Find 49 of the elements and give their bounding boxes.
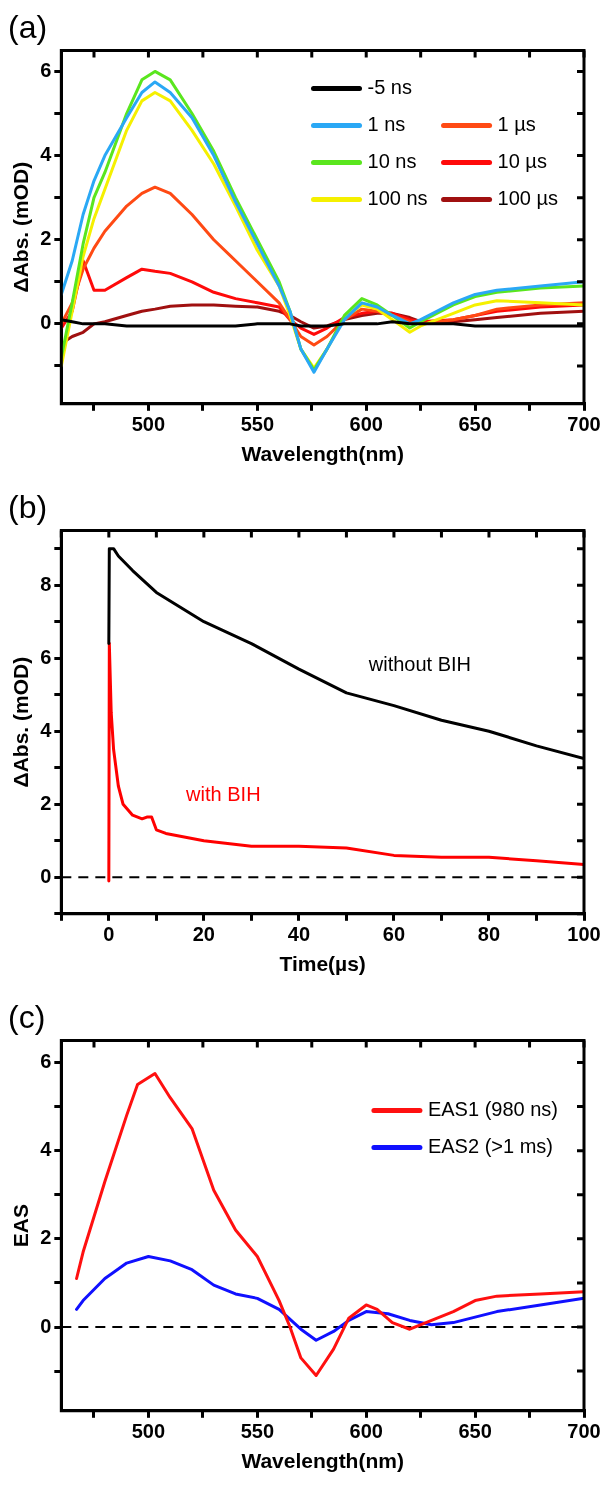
x-tick-label: 0	[103, 923, 115, 946]
x-tick-label: 600	[349, 413, 383, 436]
series-label: without BIH	[367, 653, 472, 676]
chart-title: (c)	[8, 999, 46, 1036]
y-tick-label: 0	[40, 311, 52, 334]
y-axis-title: EAS	[9, 1204, 33, 1248]
x-tick-label: 700	[567, 1420, 601, 1443]
x-tick-label: 40	[287, 923, 311, 946]
x-tick-label: 550	[240, 1420, 275, 1443]
legend-label: 1 µs	[497, 112, 536, 135]
y-axis-title: ΔAbs. (mOD)	[9, 161, 33, 293]
x-axis-title: Wavelength(nm)	[241, 442, 404, 466]
y-tick-label: 2	[40, 1226, 52, 1249]
x-tick-label: 500	[131, 1420, 166, 1443]
x-axis-title: Time(µs)	[279, 952, 366, 976]
x-axis-title: Wavelength(nm)	[241, 1449, 404, 1473]
x-tick-label: 100	[567, 923, 601, 946]
x-tick-label: 500	[131, 413, 166, 436]
x-tick-label: 700	[567, 413, 601, 436]
y-tick-label: 6	[40, 645, 52, 668]
y-tick-label: 4	[40, 718, 53, 741]
x-tick-label: 80	[477, 923, 501, 946]
x-tick-label: 650	[458, 1420, 492, 1443]
x-tick-label: 550	[240, 413, 275, 436]
legend-label: 100 ns	[367, 186, 428, 209]
x-tick-label: 60	[382, 923, 406, 946]
y-tick-label: 0	[40, 864, 52, 887]
legend-label: EAS1 (980 ns)	[427, 1097, 559, 1120]
y-tick-label: 2	[40, 227, 52, 250]
y-tick-label: 2	[40, 791, 52, 814]
chart-title: (a)	[8, 9, 48, 46]
legend-label: 10 µs	[497, 149, 547, 172]
y-tick-label: 6	[40, 58, 52, 81]
y-tick-label: 4	[40, 143, 53, 166]
x-tick-label: 20	[192, 923, 215, 946]
y-tick-label: 4	[40, 1138, 53, 1161]
y-axis-title: ΔAbs. (mOD)	[9, 656, 33, 788]
y-tick-label: 8	[40, 572, 52, 595]
legend-label: EAS2 (>1 ms)	[427, 1134, 553, 1157]
y-tick-label: 0	[40, 1314, 52, 1337]
x-tick-label: 600	[349, 1420, 383, 1443]
legend-label: -5 ns	[367, 75, 412, 98]
legend-label: 10 ns	[367, 149, 417, 172]
legend-label: 100 µs	[497, 186, 558, 209]
chart-title: (b)	[8, 489, 48, 526]
legend-label: 1 ns	[367, 112, 406, 135]
y-tick-label: 6	[40, 1049, 52, 1072]
x-tick-label: 650	[458, 413, 492, 436]
series-label: with BIH	[185, 782, 261, 805]
